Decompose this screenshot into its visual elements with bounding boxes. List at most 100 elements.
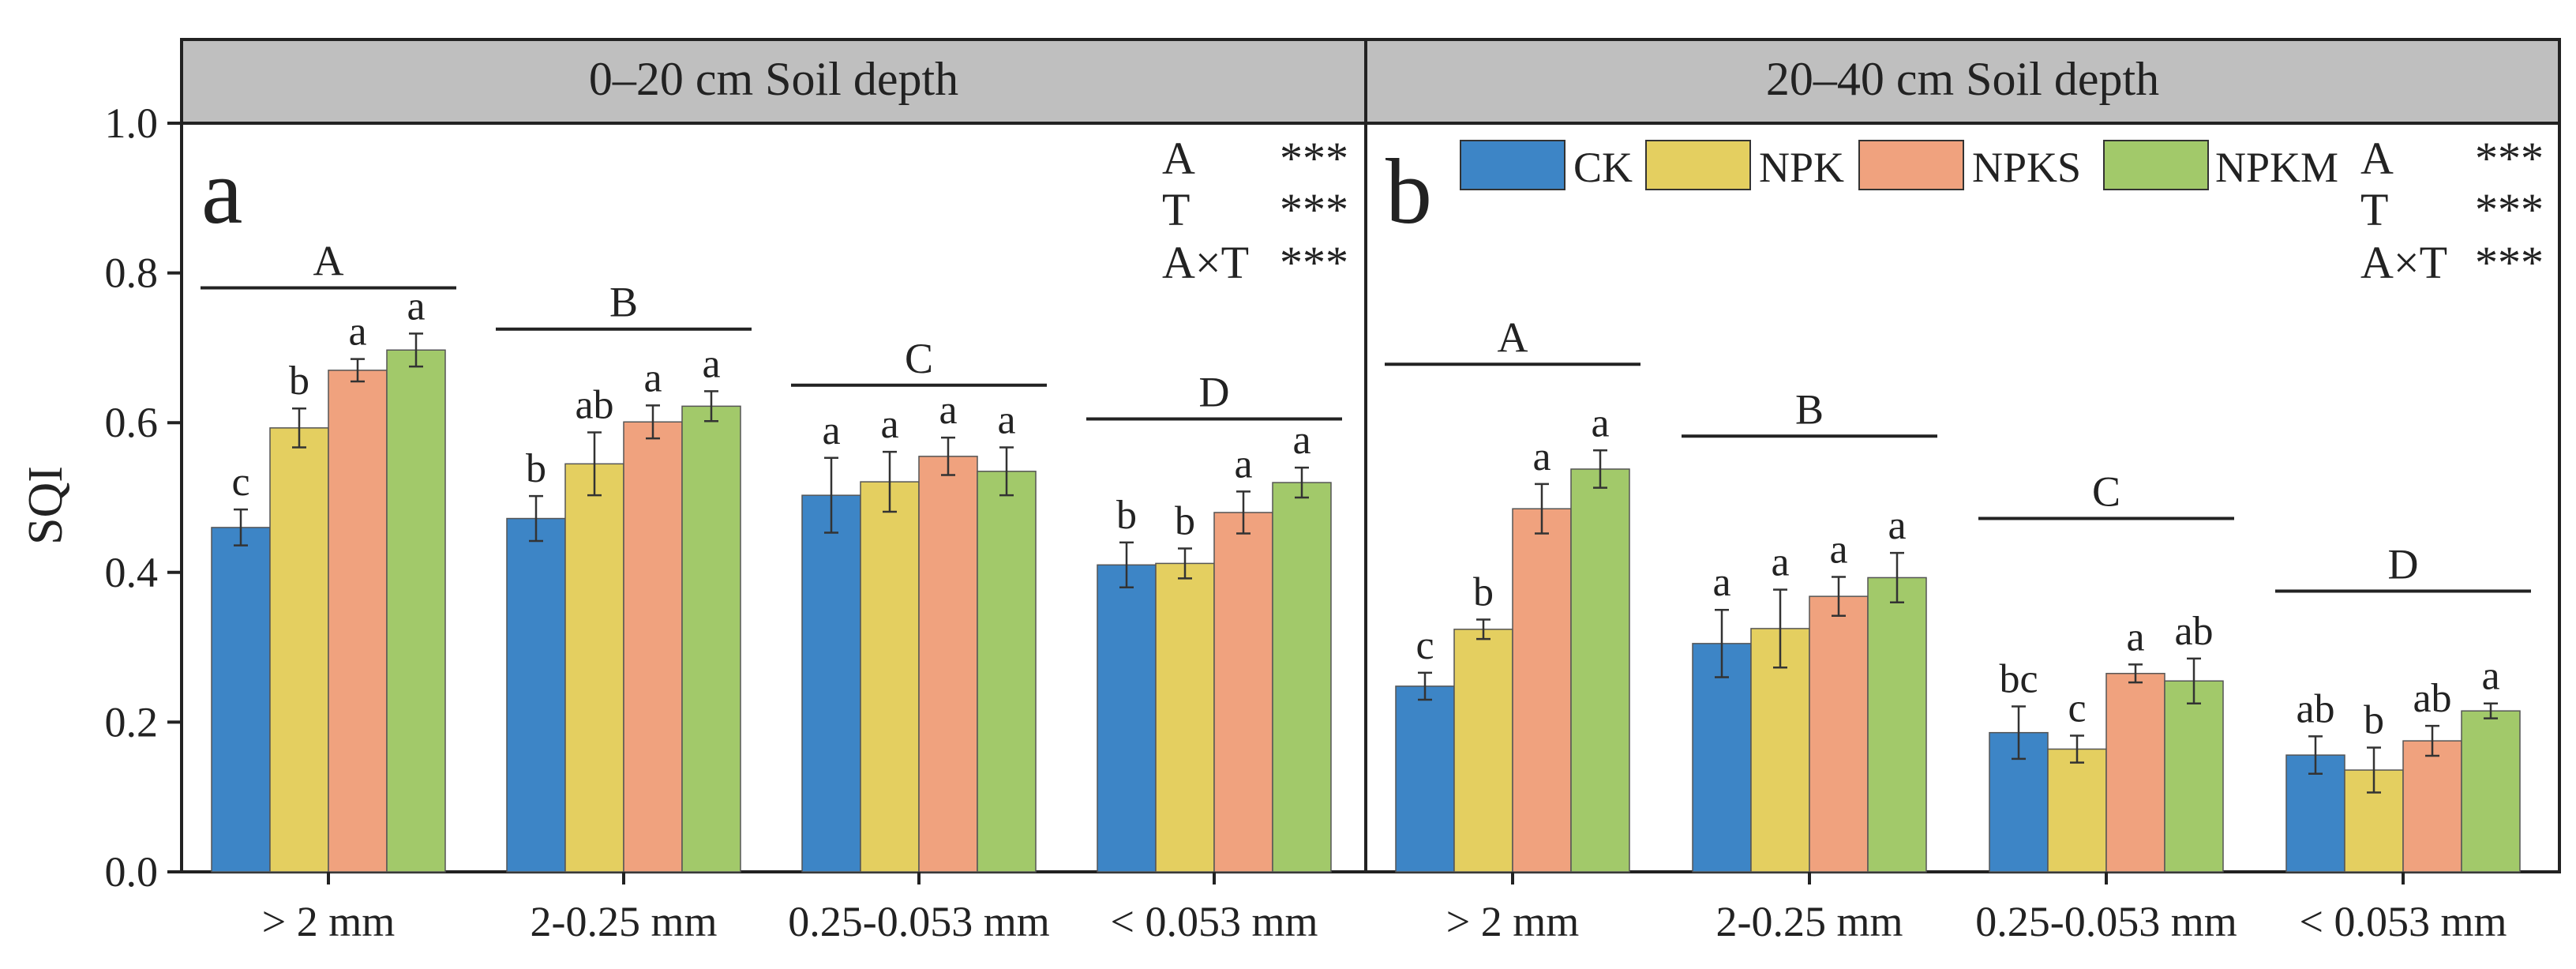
bar-b-npk — [1453, 629, 1513, 873]
group-letter: A — [1498, 314, 1528, 361]
legend: CK NPK NPKS NPKM — [1460, 140, 2338, 191]
significance-letter: a — [702, 341, 720, 386]
significance-letter: a — [1712, 560, 1730, 605]
panel-b-stat-factor-t: T — [2360, 184, 2388, 235]
legend-label-npks: NPKS — [1972, 144, 2081, 191]
significance-letter: c — [1415, 623, 1434, 668]
legend-label-ck: CK — [1573, 144, 1633, 191]
significance-letter: ab — [2174, 609, 2213, 654]
legend-swatch-npkm — [2103, 140, 2209, 190]
panel-a-stat-sig-a: *** — [1280, 133, 1348, 184]
panel-b-stat-sig-axt: *** — [2475, 237, 2544, 288]
bar-b-npkm — [2461, 710, 2521, 873]
y-tick-label: 0.2 — [105, 698, 159, 746]
bar-a-npk — [860, 481, 920, 873]
x-tick-label: 2-0.25 mm — [1716, 898, 1903, 945]
bar-a-npks — [328, 370, 388, 873]
panel-b-title: 20–40 cm Soil depth — [1766, 53, 2159, 105]
significance-letter: a — [643, 355, 662, 400]
significance-letter: b — [2364, 698, 2384, 743]
panel-a-stat-sig-t: *** — [1280, 184, 1348, 235]
bar-b-npks — [1512, 508, 1572, 873]
significance-letter: a — [348, 310, 366, 355]
y-tick-label: 1.0 — [105, 100, 159, 147]
significance-letter: a — [1829, 527, 1847, 572]
panel-b-frame — [1364, 122, 2561, 873]
panel-a-stat-sig-axt: *** — [1280, 237, 1348, 288]
x-tick-label: < 0.053 mm — [1111, 898, 1318, 945]
group-letter: C — [905, 335, 933, 382]
significance-letter: a — [1292, 418, 1310, 463]
panel-a-stat-factor-axt: A×T — [1162, 237, 1249, 288]
significance-letter: b — [1473, 570, 1494, 615]
significance-letter: c — [2068, 685, 2086, 731]
bar-a-npkm — [681, 405, 741, 873]
panel-a-stat-factor-a: A — [1162, 133, 1195, 184]
bar-a-ck — [506, 517, 566, 873]
bar-b-npks — [2105, 673, 2165, 873]
significance-letter: a — [407, 284, 425, 329]
significance-letter: a — [939, 388, 957, 433]
legend-label-npk: NPK — [1759, 144, 1844, 191]
panel-b-letter: b — [1385, 140, 1432, 243]
significance-letter: a — [1234, 441, 1252, 486]
legend-label-npkm: NPKM — [2215, 144, 2338, 191]
bar-b-npks — [1809, 595, 1869, 873]
bar-a-ck — [1097, 564, 1157, 873]
significance-letter: a — [2481, 654, 2499, 699]
legend-swatch-npks — [1858, 140, 1964, 190]
bar-b-npk — [2047, 748, 2107, 873]
significance-letter: ab — [2296, 686, 2334, 731]
x-tick-label: 2-0.25 mm — [531, 898, 718, 945]
x-axis: > 2 mm 2-0.25 mm 0.25-0.053 mm < 0.053 mm > … — [262, 872, 2507, 945]
significance-letter: b — [1175, 498, 1195, 543]
significance-letter: a — [880, 402, 898, 447]
bar-a-npkm — [386, 349, 446, 873]
panel-b-stat-factor-axt: A×T — [2360, 237, 2447, 288]
y-tick-label: 0.0 — [105, 848, 159, 896]
bar-b-npkm — [1570, 468, 1630, 873]
legend-swatch-ck — [1460, 140, 1565, 190]
bar-b-npkm — [1867, 577, 1927, 873]
group-letter: D — [1199, 368, 1230, 415]
bar-a-ck — [801, 494, 861, 873]
panel-a-strip — [180, 38, 1367, 125]
y-tick-label: 0.4 — [105, 549, 159, 596]
group-letter: C — [2092, 468, 2120, 516]
panel-b-stat-factor-a: A — [2360, 133, 2394, 184]
bar-b-npks — [2402, 740, 2462, 873]
significance-letter: b — [1116, 493, 1137, 538]
bar-a-npks — [1213, 512, 1273, 873]
bar-a-npks — [918, 456, 978, 873]
significance-letter: a — [1532, 434, 1550, 479]
panel-a-title: 0–20 cm Soil depth — [589, 53, 958, 105]
bar-a-npk — [1155, 562, 1215, 873]
bar-a-npkm — [1272, 482, 1332, 873]
panel-b-stat-sig-t: *** — [2475, 184, 2544, 235]
significance-letter: a — [1591, 400, 1609, 445]
significance-letter: b — [526, 446, 546, 491]
significance-letter: a — [2126, 614, 2144, 659]
y-tick-label: 0.8 — [105, 250, 159, 297]
significance-letter: ab — [2413, 676, 2451, 721]
x-tick-label: 0.25-0.053 mm — [788, 898, 1050, 945]
x-tick-label: > 2 mm — [1446, 898, 1579, 945]
x-tick-label: > 2 mm — [262, 898, 395, 945]
bar-a-npkm — [977, 471, 1037, 873]
bar-b-npkm — [2164, 680, 2224, 873]
significance-letter: ab — [575, 383, 613, 428]
y-axis: 0.0 0.2 0.4 0.6 0.8 1.0 — [105, 100, 182, 896]
significance-letter: c — [231, 460, 249, 505]
group-annotations: A B C D A B C D — [201, 238, 2531, 593]
significance-letter: a — [1771, 540, 1789, 585]
y-axis-label: SQI — [19, 466, 73, 545]
significance-letter: bc — [1999, 656, 2038, 701]
group-letter: D — [2388, 541, 2419, 588]
significance-letter: a — [1888, 503, 1906, 548]
significance-letter: a — [822, 408, 840, 453]
panel-a-letter: a — [201, 140, 242, 243]
x-tick-label: 0.25-0.053 mm — [1975, 898, 2237, 945]
panel-b-strip — [1364, 38, 2561, 125]
group-letter: B — [1795, 385, 1824, 433]
